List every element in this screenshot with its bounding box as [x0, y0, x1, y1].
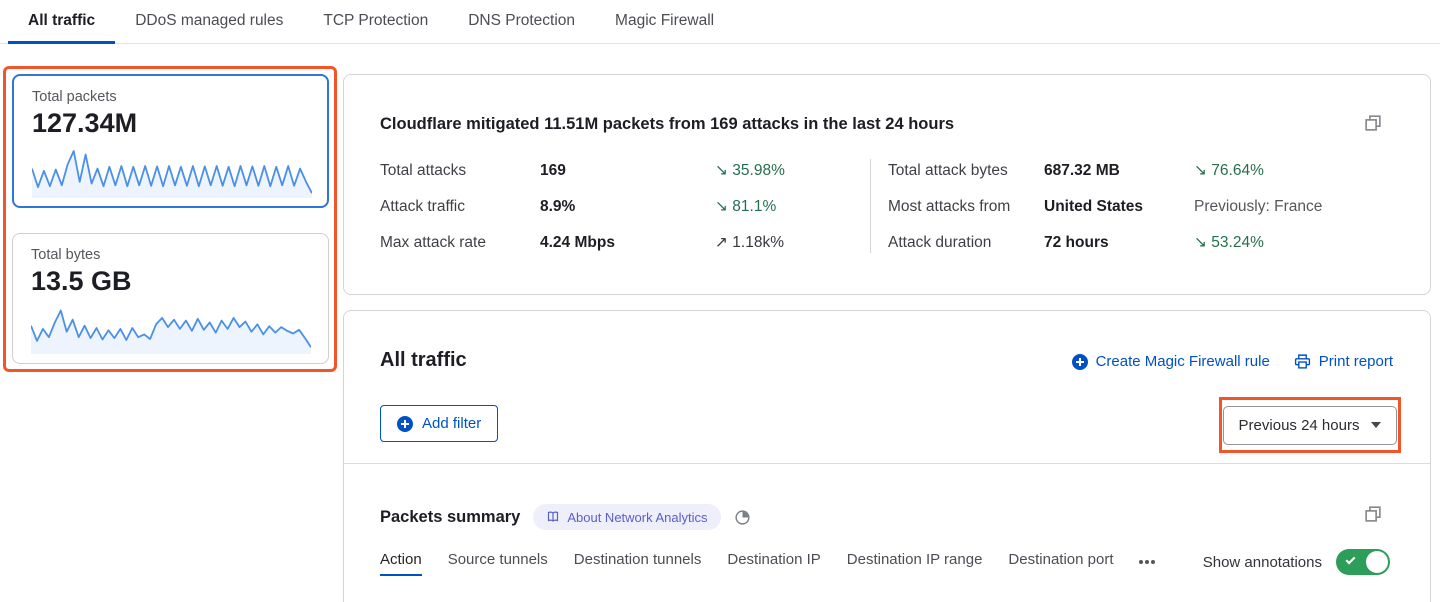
about-network-analytics-badge[interactable]: About Network Analytics: [533, 504, 721, 530]
create-rule-label: Create Magic Firewall rule: [1095, 353, 1270, 370]
panel-actions: Create Magic Firewall rule Print report: [1071, 353, 1393, 370]
attack-stats-left: Total attacks 169 ↘ 35.98% Attack traffi…: [380, 159, 865, 254]
attack-stats-right: Total attack bytes 687.32 MB ↘ 76.64% Mo…: [888, 159, 1408, 254]
tab-ddos-managed-rules[interactable]: DDoS managed rules: [135, 11, 284, 29]
plus-circle-icon: [397, 415, 413, 432]
printer-icon: [1294, 354, 1310, 369]
stat-delta: ↘ 76.64%: [1194, 162, 1264, 179]
copy-icon[interactable]: [1362, 113, 1384, 135]
more-tabs-icon[interactable]: [1139, 560, 1144, 564]
tab-all-traffic[interactable]: All traffic: [8, 0, 116, 44]
stat-label: Attack traffic: [380, 198, 465, 215]
stat-value: 8.9%: [540, 198, 576, 215]
toggle-knob: [1366, 551, 1388, 573]
all-traffic-title: All traffic: [380, 349, 467, 371]
create-magic-firewall-rule-link[interactable]: Create Magic Firewall rule: [1071, 353, 1270, 370]
show-annotations-control: Show annotations: [1203, 549, 1390, 575]
packets-summary-tab-bar: Action Source tunnels Destination tunnel…: [380, 551, 1144, 576]
stat-value: 169: [540, 162, 566, 179]
stat-label: Total attacks: [380, 162, 467, 179]
subtab-source-tunnels[interactable]: Source tunnels: [447, 551, 548, 568]
check-icon: [1345, 554, 1356, 565]
subtab-destination-tunnels[interactable]: Destination tunnels: [573, 551, 702, 568]
tab-magic-firewall[interactable]: Magic Firewall: [615, 11, 715, 29]
stat-label: Total attack bytes: [888, 162, 1008, 179]
time-range-dropdown[interactable]: Previous 24 hours: [1222, 405, 1398, 445]
tab-dns-protection[interactable]: DNS Protection: [468, 11, 576, 29]
tab-tcp-protection[interactable]: TCP Protection: [323, 11, 429, 29]
stat-value: 4.24 Mbps: [540, 234, 615, 251]
print-report-link[interactable]: Print report: [1294, 353, 1393, 370]
section-divider: [344, 463, 1430, 464]
book-icon: [548, 511, 559, 522]
metric-card-total-packets[interactable]: Total packets 127.34M: [12, 74, 329, 208]
metric-value: 127.34M: [32, 108, 138, 138]
analytics-tab-bar: All traffic DDoS managed rules TCP Prote…: [0, 0, 1440, 44]
plus-circle-icon: [1071, 353, 1088, 370]
subtab-destination-port[interactable]: Destination port: [1008, 551, 1114, 568]
time-remaining-pie-icon: [734, 509, 750, 525]
stat-label: Most attacks from: [888, 198, 1011, 215]
packets-summary-title: Packets summary: [380, 507, 521, 526]
copy-icon[interactable]: [1362, 504, 1384, 526]
stat-delta: ↗ 1.18k%: [715, 234, 784, 251]
add-filter-button[interactable]: Add filter: [380, 405, 499, 442]
stat-value: 687.32 MB: [1044, 162, 1120, 179]
show-annotations-toggle[interactable]: [1336, 549, 1390, 575]
mitigation-headline: Cloudflare mitigated 11.51M packets from…: [380, 115, 955, 133]
stat-delta: ↘ 35.98%: [715, 162, 785, 179]
total-bytes-sparkline: [31, 309, 311, 354]
all-traffic-panel: All traffic Create Magic Firewall rule P…: [343, 310, 1431, 602]
print-report-label: Print report: [1318, 353, 1393, 370]
subtab-destination-ip[interactable]: Destination IP: [727, 551, 821, 568]
stat-delta: Previously: France: [1194, 198, 1323, 215]
stat-value: 72 hours: [1044, 234, 1109, 251]
stat-value: United States: [1044, 198, 1144, 215]
subtab-action[interactable]: Action: [380, 551, 422, 576]
metric-card-total-bytes[interactable]: Total bytes 13.5 GB: [12, 233, 329, 364]
badge-label: About Network Analytics: [567, 509, 708, 525]
stat-delta: ↘ 81.1%: [715, 198, 777, 215]
annotation-highlight-metric-cards: [3, 66, 337, 372]
total-packets-sparkline: [32, 150, 312, 198]
stat-delta: ↘ 53.24%: [1194, 234, 1264, 251]
mitigation-summary-panel: Cloudflare mitigated 11.51M packets from…: [343, 74, 1431, 295]
stat-label: Attack duration: [888, 234, 992, 251]
packets-summary-header: Packets summary About Network Analytics: [380, 504, 751, 530]
metric-label: Total packets: [32, 89, 117, 105]
metric-value: 13.5 GB: [31, 266, 132, 296]
stat-label: Max attack rate: [380, 234, 486, 251]
time-range-label: Previous 24 hours: [1238, 416, 1360, 434]
metric-label: Total bytes: [31, 247, 101, 263]
stats-divider: [870, 159, 871, 253]
annotation-highlight-time-range: Previous 24 hours: [1219, 397, 1401, 453]
chevron-down-icon: [1371, 422, 1382, 428]
show-annotations-label: Show annotations: [1202, 553, 1322, 571]
subtab-destination-ip-range[interactable]: Destination IP range: [846, 551, 983, 568]
add-filter-label: Add filter: [422, 415, 482, 432]
